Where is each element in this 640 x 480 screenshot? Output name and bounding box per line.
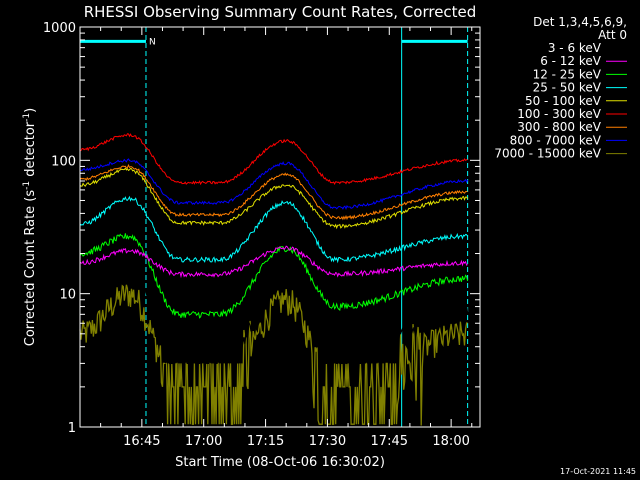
series-line-4	[79, 167, 469, 230]
legend-header-1: Det 1,3,4,5,6,9,	[533, 15, 627, 29]
legend-header-2: Att 0	[598, 28, 627, 42]
night-marker-label: N	[149, 37, 156, 47]
y-axis: 1 10 100 1000	[43, 21, 480, 436]
series-line-3	[79, 195, 469, 264]
legend-entry-label: 800 - 7000 keV	[510, 133, 602, 147]
series-line-5	[79, 133, 468, 186]
y-axis-label-mid: detector	[23, 121, 38, 181]
x-axis-label: Start Time (08-Oct-06 16:30:02)	[175, 455, 385, 470]
x-tick-label: 17:45	[371, 434, 408, 449]
x-axis: 16:45 17:00 17:15 17:30 17:45 18:00	[100, 27, 473, 449]
plot-frame	[79, 26, 481, 428]
x-tick-label: 17:00	[185, 434, 222, 449]
series-line-8	[79, 284, 468, 426]
legend-entry-label: 50 - 100 keV	[525, 94, 602, 108]
legend-entry-label: 100 - 300 keV	[517, 107, 601, 121]
y-tick-label: 100	[51, 154, 76, 169]
legend-entry-label: 3 - 6 keV	[548, 41, 602, 55]
x-tick-label: 18:00	[432, 434, 469, 449]
series-line-6	[79, 163, 468, 221]
series-line-7	[79, 158, 469, 211]
legend-entry-label: 12 - 25 keV	[533, 67, 602, 81]
legend-entry-label: 7000 - 15000 keV	[494, 147, 601, 161]
series-line-0	[79, 269, 469, 365]
legend-entry-label: 6 - 12 keV	[540, 54, 602, 68]
y-axis-label-sup2: -1	[22, 113, 32, 122]
series-line-1	[79, 245, 468, 279]
legend-entry-label: 300 - 800 keV	[517, 120, 601, 134]
x-tick-label: 17:30	[309, 434, 346, 449]
y-axis-label-sup1: -1	[22, 181, 32, 190]
y-tick-label: 1	[68, 421, 76, 436]
plot-area: N	[79, 27, 469, 427]
y-tick-label: 10	[59, 288, 76, 303]
y-tick-label: 1000	[43, 21, 76, 36]
y-axis-label: Corrected Count Rate (s-1 detector-1)	[22, 108, 38, 346]
y-axis-label-end: )	[23, 108, 38, 113]
y-axis-label-main: Corrected Count Rate (s	[23, 190, 38, 347]
timestamp: 17-Oct-2021 11:45	[560, 467, 636, 476]
x-tick-label: 16:45	[123, 434, 160, 449]
chart-title: RHESSI Observing Summary Count Rates, Co…	[84, 3, 477, 21]
legend-entry-label: 25 - 50 keV	[533, 81, 602, 95]
x-tick-label: 17:15	[247, 434, 284, 449]
